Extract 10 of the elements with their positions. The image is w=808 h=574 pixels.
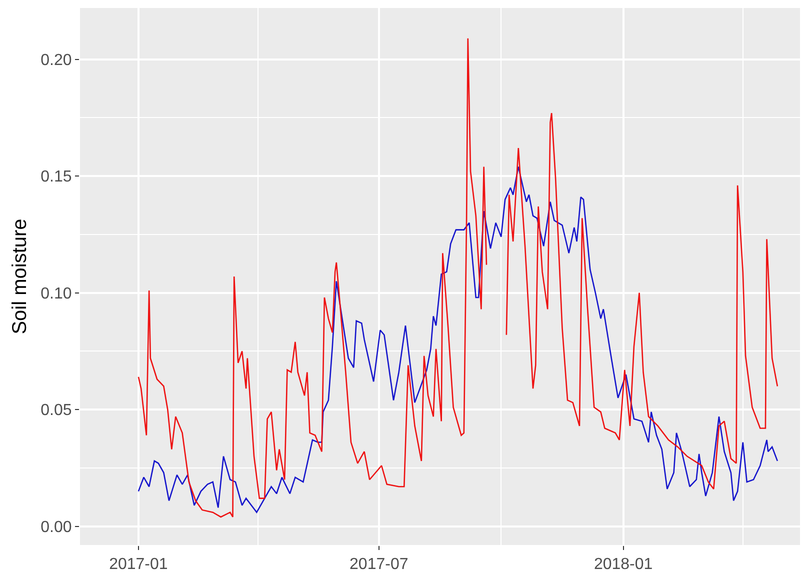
y-tick-label: 0.00 — [40, 518, 72, 536]
y-tick-label: 0.05 — [40, 402, 72, 420]
y-tick-label: 0.15 — [40, 168, 72, 186]
y-tick-label: 0.10 — [40, 285, 72, 302]
y-tick-label: 0.20 — [40, 52, 72, 69]
line-series — [138, 166, 778, 513]
x-tick-label: 2018-01 — [594, 556, 653, 574]
x-tick-label: 2017-07 — [350, 556, 408, 574]
x-tick-label: 2017-01 — [109, 556, 168, 574]
y-axis-title: Soil moisture — [9, 218, 32, 334]
